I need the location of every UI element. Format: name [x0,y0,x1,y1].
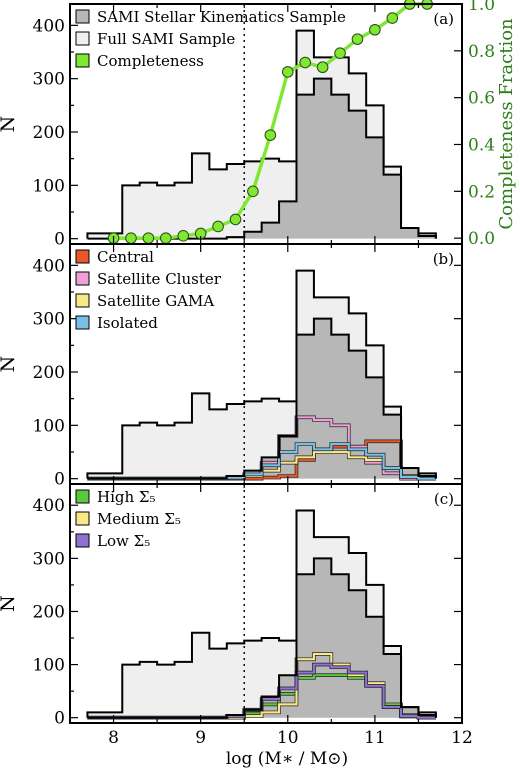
legend-label: Satellite GAMA [97,292,214,310]
legend-swatch [75,53,90,68]
y-tick-label: 0 [54,709,65,729]
completeness-point [247,185,259,198]
right-y-axis-label: Completeness Fraction [496,18,517,230]
completeness-point [351,33,364,45]
x-tick-label: 9 [195,728,206,748]
right-y-tick-label: 0.4 [468,135,495,155]
legend-swatch [75,315,90,330]
x-tick-label: 10 [277,728,299,748]
y-tick-label: 200 [33,123,65,143]
y-tick-label: 100 [33,176,65,196]
y-tick-label: 200 [33,602,65,622]
panel-label: (c) [434,490,454,508]
completeness-point [212,220,224,233]
right-y-tick-label: 0.0 [468,229,495,249]
completeness-point [177,230,190,242]
y-tick-label: 400 [33,256,65,276]
legend-swatch [75,293,90,308]
legend-swatch [75,9,90,24]
y-tick-label: 200 [33,363,65,383]
legend-label: Low Σ₅ [97,532,150,550]
completeness-point [142,232,155,244]
panel-label: (a) [433,10,454,28]
right-y-tick-label: 0.8 [468,42,495,62]
legend-label: Central [97,248,154,266]
y-tick-label: 300 [33,70,65,90]
y-tick-label: 100 [33,656,65,676]
completeness-point [229,213,242,226]
full-sample-outline [86,269,437,479]
completeness-point [369,23,381,36]
legend-swatch [75,489,90,504]
legend-label: Satellite Cluster [97,270,222,288]
completeness-point [264,129,277,141]
legend-label: Isolated [97,314,158,332]
completeness-point [334,47,346,59]
legend-swatch [75,533,90,548]
x-tick-label: 11 [364,728,386,748]
right-y-tick-label: 1.0 [468,0,495,15]
y-tick-label: 0 [54,470,65,490]
y-tick-label: 400 [33,496,65,516]
right-y-tick-label: 0.2 [468,182,495,202]
completeness-point [316,61,329,74]
legend-label: Completeness [97,52,204,70]
x-axis-label: log (M∗ / M⊙) [226,749,348,769]
y-tick-label: 300 [33,549,65,569]
legend-label: Full SAMI Sample [97,30,235,48]
panel-2: 0 100 200 300 400 N (b) Central Satellite Cluste… [0,243,463,490]
x-tick-label: 8 [108,728,119,748]
legend-label: Medium Σ₅ [97,510,181,528]
kinematics-sample-outline [87,317,437,480]
completeness-point [160,232,172,244]
legend-swatch [75,271,90,286]
axis-frame [69,483,463,724]
completeness-point [386,12,399,24]
y-axis-label: N [0,116,19,133]
right-y-tick-label: 0.6 [468,89,495,109]
legend-swatch [75,31,90,46]
legend-label: High Σ₅ [97,488,156,506]
kinematics-sample-outline [87,557,437,719]
legend-swatch [75,511,90,526]
completeness-point [299,56,312,69]
completeness-point [281,66,294,78]
y-tick-label: 100 [33,416,65,436]
y-tick-label: 400 [33,16,65,36]
y-axis-label: N [0,595,19,612]
y-tick-label: 0 [54,230,65,250]
full-sample-outline [86,509,437,718]
y-tick-label: 300 [33,310,65,330]
kinematics-sample-fill [87,78,436,239]
y-axis-label: N [0,356,19,373]
x-tick-label: 12 [451,728,473,748]
legend-label: SAMI Stellar Kinematics Sample [97,8,346,26]
completeness-point [125,232,137,244]
panel-label: (b) [433,250,454,268]
legend-swatch [75,249,90,264]
panel-3: 0 100 200 300 400 8 9 10 11 12 N (c) High Σ₅ Medium Σ… [0,483,473,748]
